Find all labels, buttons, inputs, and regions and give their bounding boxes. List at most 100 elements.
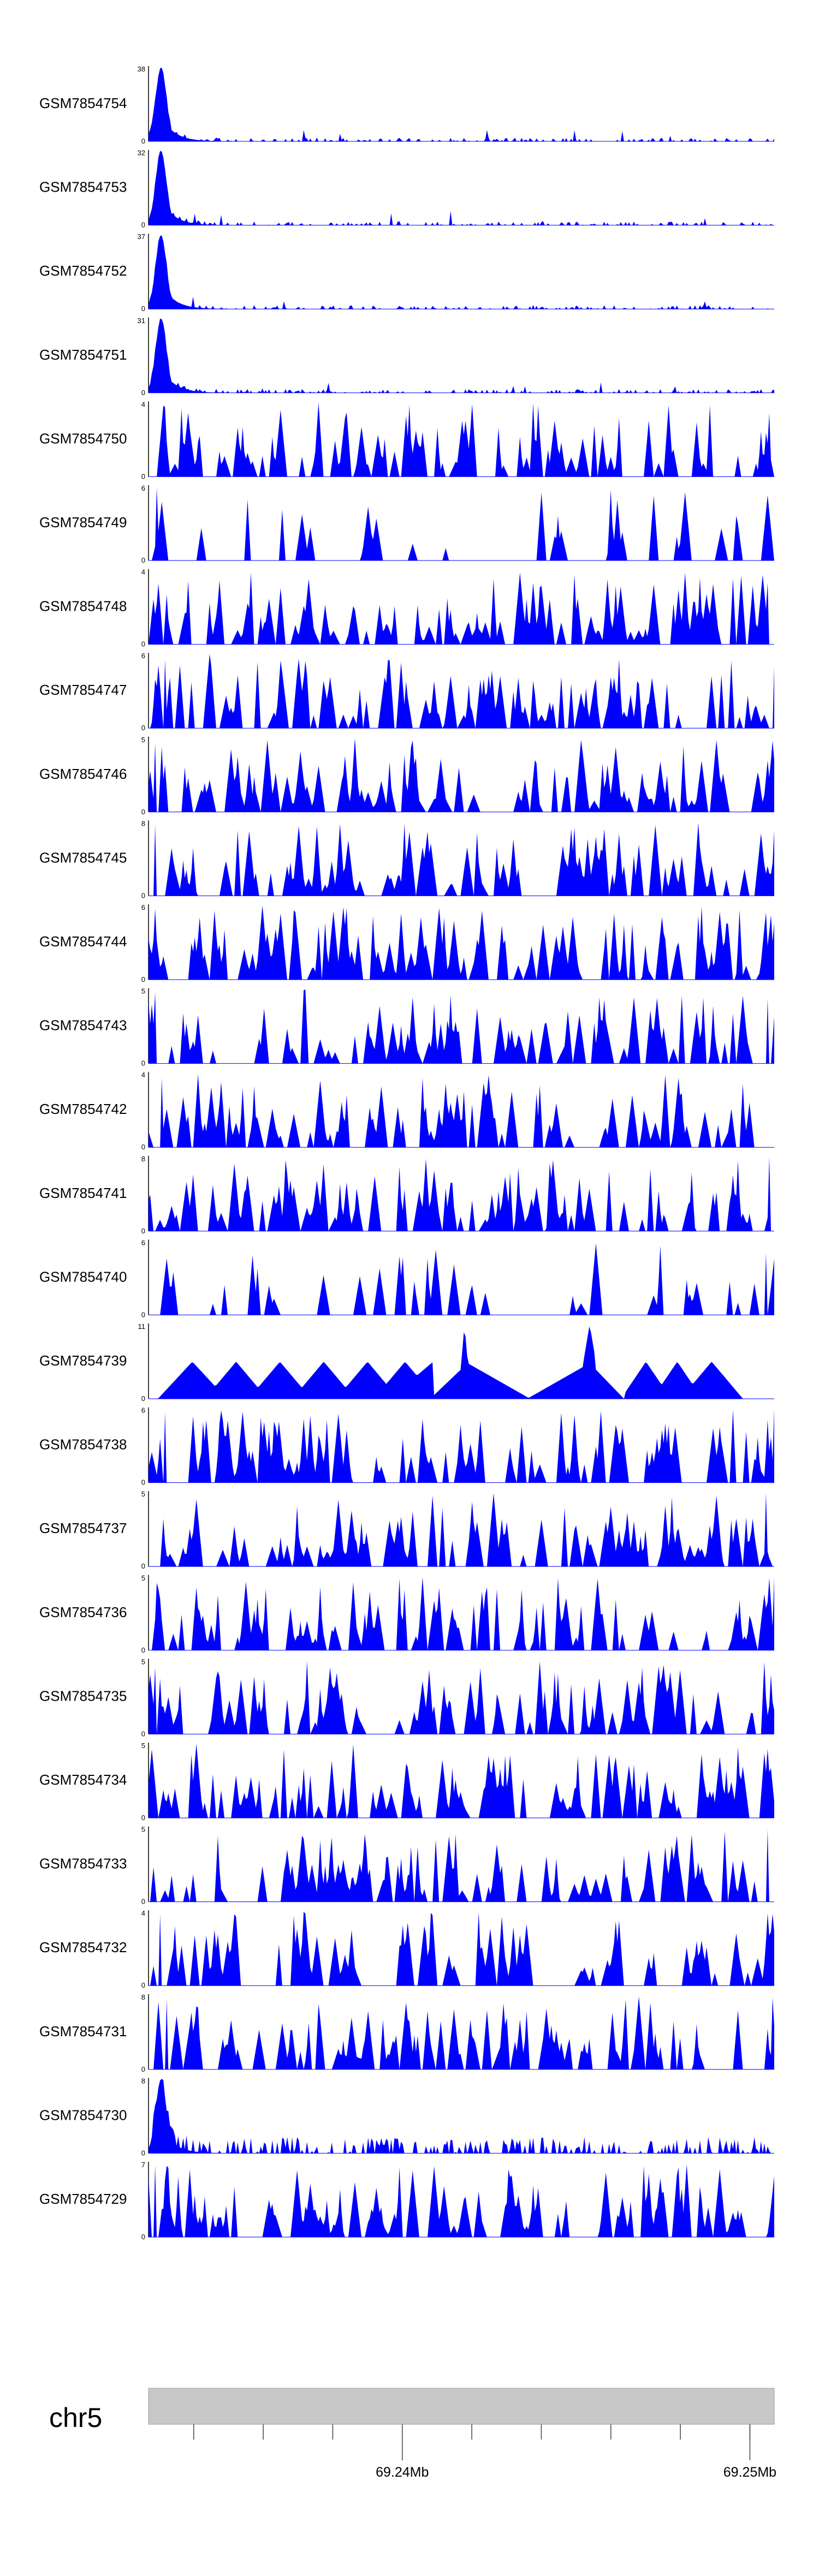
- track-signal-area: [149, 235, 774, 309]
- track-ymin-label: 0: [141, 1898, 145, 1906]
- track-label: GSM7854748: [39, 598, 127, 615]
- track-signal-area: [149, 1829, 774, 1902]
- track-GSM7854730: GSM7854730 8 0: [39, 2077, 774, 2157]
- track-GSM7854746: GSM7854746 5 0: [39, 736, 774, 816]
- track-ymin-label: 0: [141, 640, 145, 648]
- track-signal-area: [149, 822, 774, 896]
- track-ymax-label: 31: [138, 317, 145, 325]
- track-ymax-label: 8: [141, 2077, 145, 2085]
- track-signal-area: [149, 151, 774, 225]
- signal-tracks: GSM7854754380GSM7854753320GSM7854752370G…: [39, 65, 774, 2241]
- track-ymax-label: 5: [141, 1826, 145, 1834]
- track-label: GSM7854745: [39, 849, 127, 866]
- track-signal-area: [149, 2079, 774, 2154]
- chromosome-ideogram: [148, 2388, 775, 2425]
- track-ymax-label: 8: [141, 819, 145, 827]
- track-ymin-label: 0: [141, 305, 145, 313]
- chromosome-label: chr5: [49, 2402, 102, 2433]
- track-label: GSM7854732: [39, 1939, 127, 1955]
- track-signal-area: [149, 1912, 774, 1986]
- track-ymin-label: 0: [141, 891, 145, 899]
- track-ymin-label: 0: [141, 389, 145, 397]
- track-signal-area: [149, 2164, 774, 2237]
- track-signal-area: [149, 1744, 774, 1818]
- track-label: GSM7854754: [39, 95, 127, 111]
- track-signal-area: [149, 738, 774, 812]
- track-signal-area: [149, 1493, 774, 1567]
- track-label: GSM7854733: [39, 1856, 127, 1872]
- track-GSM7854729: GSM7854729 7 0: [39, 2161, 774, 2241]
- track-ymax-label: 4: [141, 1071, 145, 1079]
- track-label: GSM7854752: [39, 263, 127, 279]
- track-GSM7854749: GSM7854749 6 0: [39, 484, 774, 564]
- track-GSM7854741: GSM7854741 8 0: [39, 1155, 774, 1235]
- track-GSM7854752: GSM7854752 37 0: [39, 232, 774, 313]
- track-ymin-label: 0: [141, 556, 145, 564]
- track-signal-area: [149, 1074, 774, 1148]
- track-GSM7854740: GSM7854740 6 0: [39, 1238, 774, 1319]
- track-signal-area: [149, 573, 774, 645]
- track-GSM7854736: GSM7854736 5 0: [39, 1574, 774, 1654]
- x-tick-label: 69.25Mb: [723, 2465, 776, 2480]
- track-ymax-label: 5: [141, 736, 145, 744]
- track-ymax-label: 37: [138, 232, 145, 241]
- track-ymin-label: 0: [141, 1646, 145, 1654]
- track-ymin-label: 0: [141, 2065, 145, 2073]
- track-ymax-label: 4: [141, 400, 145, 408]
- track-GSM7854734: GSM7854734 5 0: [39, 1742, 774, 1822]
- track-label: GSM7854746: [39, 766, 127, 782]
- track-GSM7854731: GSM7854731 8 0: [39, 1993, 774, 2073]
- track-ymin-label: 0: [141, 1730, 145, 1738]
- x-axis-ticks: 69.24Mb 69.25Mb: [193, 2424, 776, 2480]
- track-ymin-label: 0: [141, 1059, 145, 1068]
- track-GSM7854750: GSM7854750 4 0: [39, 400, 774, 480]
- track-GSM7854737: GSM7854737 5 0: [39, 1490, 774, 1570]
- track-ymin-label: 0: [141, 1394, 145, 1403]
- track-ymin-label: 0: [141, 2233, 145, 2241]
- track-GSM7854739: GSM7854739 11 0: [39, 1322, 774, 1403]
- track-ymax-label: 38: [138, 65, 145, 73]
- track-ymax-label: 6: [141, 1406, 145, 1415]
- track-GSM7854751: GSM7854751 31 0: [39, 317, 774, 397]
- track-GSM7854735: GSM7854735 5 0: [39, 1657, 774, 1738]
- track-ymin-label: 0: [141, 472, 145, 480]
- track-label: GSM7854738: [39, 1436, 127, 1453]
- track-ymin-label: 0: [141, 1562, 145, 1570]
- track-signal-area: [149, 905, 774, 980]
- track-signal-area: [149, 1326, 774, 1399]
- track-ymin-label: 0: [141, 137, 145, 145]
- track-label: GSM7854735: [39, 1687, 127, 1704]
- track-ymax-label: 6: [141, 903, 145, 911]
- track-ymax-label: 8: [141, 1155, 145, 1163]
- track-ymax-label: 5: [141, 1490, 145, 1498]
- track-label: GSM7854729: [39, 2191, 127, 2207]
- track-label: GSM7854742: [39, 1101, 127, 1117]
- track-label: GSM7854749: [39, 514, 127, 530]
- track-label: GSM7854739: [39, 1352, 127, 1369]
- track-label: GSM7854736: [39, 1604, 127, 1620]
- track-signal-area: [149, 402, 774, 477]
- track-label: GSM7854734: [39, 1772, 127, 1788]
- track-ymax-label: 11: [138, 1322, 146, 1331]
- track-GSM7854732: GSM7854732 4 0: [39, 1909, 774, 1989]
- track-GSM7854753: GSM7854753 32 0: [39, 149, 774, 229]
- track-ymin-label: 0: [141, 1814, 145, 1822]
- track-ymin-label: 0: [141, 975, 145, 983]
- track-label: GSM7854750: [39, 430, 127, 446]
- x-tick-label: 69.24Mb: [376, 2465, 429, 2480]
- track-ymax-label: 4: [141, 1909, 145, 1917]
- track-ymax-label: 5: [141, 987, 145, 995]
- chromosome-axis: chr5 69.24Mb 69.25Mb: [49, 2388, 776, 2480]
- track-ymin-label: 0: [141, 724, 145, 732]
- track-ymin-label: 0: [141, 1227, 145, 1235]
- track-signal-area: [149, 1577, 774, 1650]
- track-signal-area: [149, 1243, 774, 1315]
- track-ymax-label: 5: [141, 1574, 145, 1582]
- track-signal-area: [149, 654, 774, 729]
- track-ymin-label: 0: [141, 1981, 145, 1989]
- track-ymin-label: 0: [141, 1310, 145, 1319]
- track-label: GSM7854730: [39, 2107, 127, 2123]
- track-ymax-label: 6: [141, 484, 145, 492]
- track-signal-area: [149, 318, 774, 393]
